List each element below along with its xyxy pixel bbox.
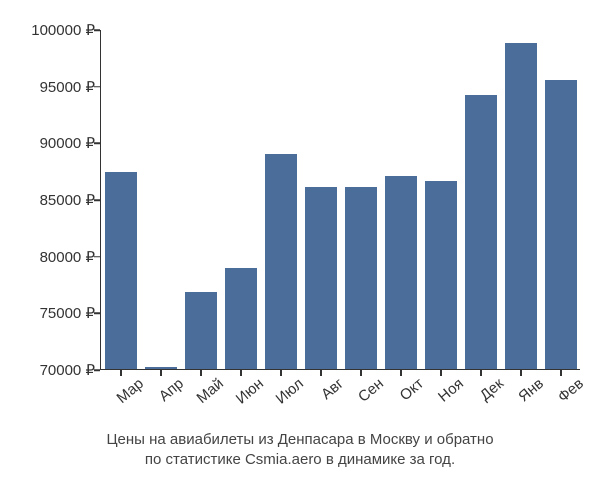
bar	[345, 187, 376, 369]
bar	[305, 187, 336, 369]
y-tick-label: 100000 ₽	[0, 21, 95, 39]
x-tick-mark	[160, 370, 162, 376]
x-tick-label: Мар	[105, 375, 147, 414]
bar	[185, 292, 216, 369]
x-tick-label: Июн	[225, 375, 267, 414]
y-tick-label: 80000 ₽	[0, 248, 95, 266]
x-tick-mark	[440, 370, 442, 376]
x-tick-label: Июл	[265, 375, 307, 414]
plot-area	[100, 30, 580, 370]
bar	[265, 154, 296, 369]
bar	[385, 176, 416, 369]
caption-line-1: Цены на авиабилеты из Денпасара в Москву…	[106, 431, 493, 448]
bar	[105, 172, 136, 369]
x-tick-mark	[320, 370, 322, 376]
x-tick-label: Янв	[505, 375, 547, 414]
caption-line-2: по статистике Csmia.aero в динамике за г…	[145, 451, 455, 468]
y-tick-label: 90000 ₽	[0, 134, 95, 152]
x-tick-mark	[120, 370, 122, 376]
x-tick-mark	[360, 370, 362, 376]
bar	[465, 95, 496, 369]
x-tick-mark	[280, 370, 282, 376]
x-tick-label: Фев	[545, 375, 587, 414]
x-tick-label: Авг	[305, 375, 347, 414]
bar	[145, 367, 176, 369]
bars-group	[101, 30, 580, 369]
x-tick-mark	[560, 370, 562, 376]
chart-caption: Цены на авиабилеты из Денпасара в Москву…	[0, 430, 600, 471]
x-tick-mark	[200, 370, 202, 376]
y-tick-label: 95000 ₽	[0, 78, 95, 96]
bar	[425, 181, 456, 369]
x-tick-mark	[240, 370, 242, 376]
y-tick-label: 75000 ₽	[0, 304, 95, 322]
x-tick-label: Сен	[345, 375, 387, 414]
bar	[225, 268, 256, 369]
x-tick-label: Май	[185, 375, 227, 414]
x-tick-label: Ноя	[425, 375, 467, 414]
x-tick-mark	[400, 370, 402, 376]
x-tick-label: Дек	[465, 375, 507, 414]
x-tick-mark	[520, 370, 522, 376]
x-tick-label: Окт	[385, 375, 427, 414]
x-tick-mark	[480, 370, 482, 376]
x-tick-label: Апр	[145, 375, 187, 414]
bar	[505, 43, 536, 369]
y-tick-label: 85000 ₽	[0, 191, 95, 209]
price-bar-chart: 70000 ₽ 75000 ₽ 80000 ₽ 85000 ₽ 90000 ₽ 95000…	[0, 10, 600, 430]
bar	[545, 80, 576, 369]
y-tick-label: 70000 ₽	[0, 361, 95, 379]
